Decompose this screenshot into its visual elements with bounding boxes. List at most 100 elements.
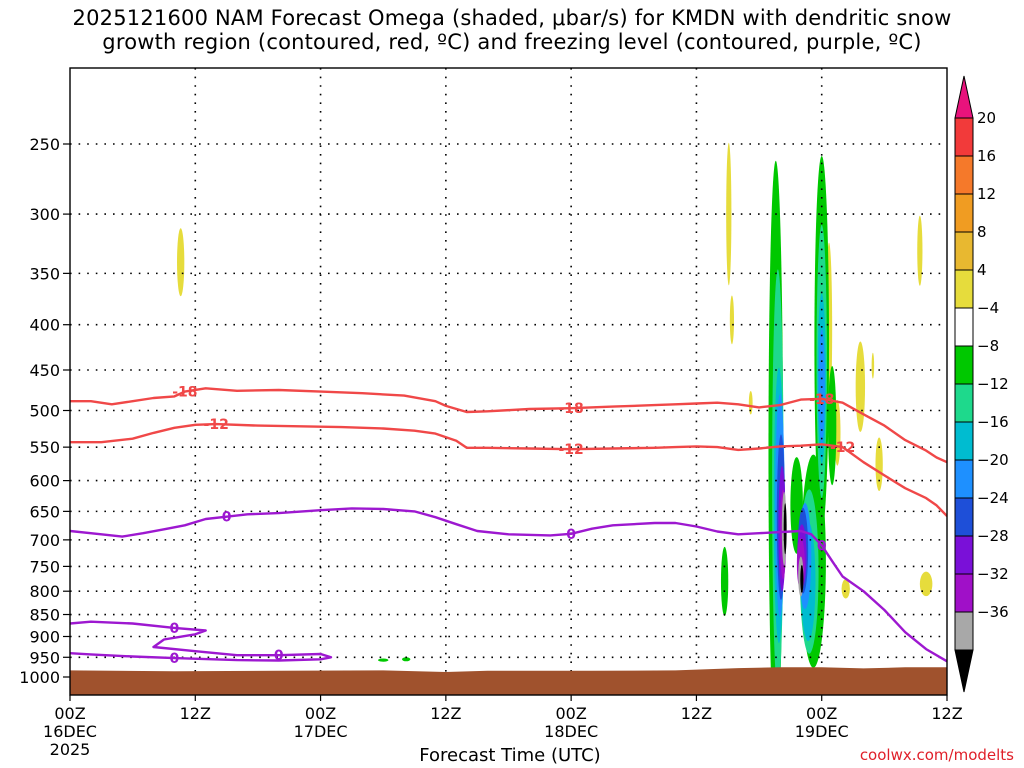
contour-label: 0 [566, 527, 576, 543]
colorbar-label: −28 [977, 527, 1009, 545]
plot-frame [69, 67, 948, 696]
y-tick-label: 600 [29, 472, 60, 491]
title-line-2: growth region (contoured, red, ºC) and f… [102, 30, 922, 54]
credit-text: coolwx.com/modelts [859, 746, 1014, 764]
freezing-level-contour [70, 507, 947, 663]
colorbar-segment [954, 421, 974, 461]
contour-label: -18 [558, 401, 583, 417]
y-tick-label: 250 [29, 135, 60, 154]
colorbar-segment [954, 307, 974, 347]
colorbar-segment [954, 269, 974, 309]
omega-patch [855, 341, 866, 432]
dendritic-contour [70, 422, 947, 517]
contour-lines: -18 -18 -18 -12 -12 -12 0 0 0 0 0 0 [70, 385, 947, 667]
colorbar-label: −8 [977, 337, 999, 355]
x-tick-label: 12Z [180, 704, 211, 723]
colorbar-label: −16 [977, 413, 1009, 431]
colorbar-label: 12 [977, 185, 996, 203]
x-tick-date: 16DEC [43, 722, 97, 741]
x-tick-label: 12Z [681, 704, 712, 723]
omega-patch [720, 546, 729, 617]
colorbar-segment [954, 193, 974, 233]
colorbar-segment [954, 573, 974, 613]
omega-patch [729, 295, 735, 345]
colorbar-label: 4 [977, 261, 987, 279]
omega-patch [871, 352, 875, 379]
ground-fill [70, 667, 947, 695]
omega-patch [748, 390, 753, 415]
colorbar-top-arrow [954, 75, 974, 119]
omega-patch [827, 365, 837, 486]
omega-patch [917, 215, 923, 286]
x-tick-label: 12Z [931, 704, 962, 723]
y-tick-label: 450 [29, 361, 60, 380]
colorbar-segment [954, 459, 974, 499]
omega-patch [800, 565, 804, 593]
y-tick-label: 950 [29, 648, 60, 667]
colorbar-label: 20 [977, 109, 996, 127]
y-tick-label: 500 [29, 402, 60, 421]
contour-label: 0 [817, 538, 827, 554]
colorbar-label: −24 [977, 489, 1009, 507]
y-tick-label: 850 [29, 606, 60, 625]
contour-label: 0 [170, 621, 180, 637]
contour-label: -12 [830, 440, 855, 456]
y-tick-label: 800 [29, 582, 60, 601]
dendritic-contour [70, 387, 947, 464]
omega-patch [875, 437, 883, 492]
omega-patch [726, 142, 732, 286]
omega-patch [783, 503, 787, 555]
colorbar: 20 16 12 8 4 −4 −8 −12 −16 −20 −24 −28 −32 −36 [954, 75, 1009, 693]
y-tick-label: 350 [29, 264, 60, 283]
y-tick-label: 400 [29, 316, 60, 335]
x-tick-year: 2025 [50, 740, 91, 759]
x-tick-date: 17DEC [294, 722, 348, 741]
x-tick-label: 00Z [806, 704, 837, 723]
y-axis-ticks: 250 300 350 400 450 500 550 600 650 700 750 800 850 9… [19, 135, 70, 687]
omega-patch [841, 579, 850, 599]
contour-label: 0 [170, 651, 180, 667]
colorbar-label: −4 [977, 299, 999, 317]
contour-label: -12 [204, 417, 229, 433]
colorbar-segment [954, 535, 974, 575]
grid-lines [70, 68, 947, 695]
y-tick-label: 700 [29, 531, 60, 550]
contour-label: 0 [274, 648, 284, 664]
x-tick-label: 12Z [430, 704, 461, 723]
x-tick-date: 19DEC [795, 722, 849, 741]
colorbar-label: 16 [977, 147, 996, 165]
colorbar-label: −36 [977, 603, 1009, 621]
colorbar-label: 8 [977, 223, 987, 241]
x-tick-date: 18DEC [544, 722, 598, 741]
y-tick-label: 900 [29, 627, 60, 646]
colorbar-segment [954, 231, 974, 271]
title-line-1: 2025121600 NAM Forecast Omega (shaded, μ… [72, 6, 952, 30]
y-tick-label: 1000 [19, 668, 60, 687]
colorbar-label: −32 [977, 565, 1009, 583]
omega-patch [377, 658, 389, 662]
omega-patch [402, 657, 411, 662]
y-tick-label: 650 [29, 502, 60, 521]
contour-label: -12 [558, 442, 583, 458]
colorbar-segment [954, 383, 974, 423]
contour-label: -18 [809, 392, 834, 408]
x-tick-label: 00Z [305, 704, 336, 723]
omega-patch [919, 571, 933, 597]
x-tick-label: 00Z [555, 704, 586, 723]
colorbar-label: −20 [977, 451, 1009, 469]
y-tick-label: 550 [29, 438, 60, 457]
colorbar-segment [954, 611, 974, 651]
y-tick-label: 750 [29, 557, 60, 576]
colorbar-segment [954, 117, 974, 157]
colorbar-segment [954, 345, 974, 385]
x-axis-label: Forecast Time (UTC) [419, 745, 601, 766]
contour-label: 0 [222, 510, 232, 526]
x-tick-label: 00Z [54, 704, 85, 723]
colorbar-label: −12 [977, 375, 1009, 393]
chart-title: 2025121600 NAM Forecast Omega (shaded, μ… [0, 6, 1024, 54]
omega-patch [177, 228, 185, 297]
colorbar-segment [954, 155, 974, 195]
freezing-level-contour [70, 620, 333, 662]
